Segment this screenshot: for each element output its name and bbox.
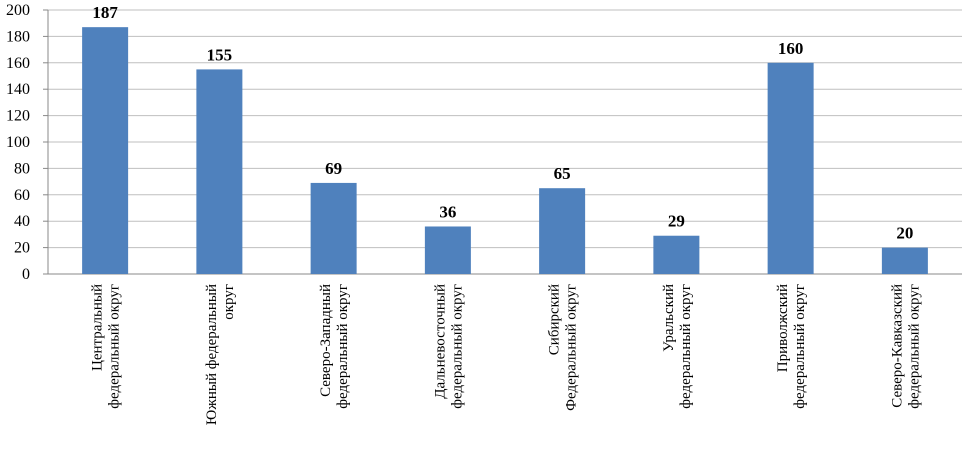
y-tick-label: 40 (14, 213, 30, 230)
x-tick-label: Южный федеральныйокруг (204, 284, 237, 425)
bar (310, 182, 357, 274)
x-tick-label: Центральныйфедеральный округ (90, 284, 123, 409)
value-label: 187 (92, 3, 118, 22)
bar (424, 226, 471, 274)
y-tick-label: 20 (14, 240, 30, 257)
x-tick-label: Северо-Кавказскийфедеральный округ (889, 284, 922, 409)
bar (653, 235, 700, 274)
value-label: 65 (554, 164, 571, 183)
y-tick-label: 100 (6, 134, 30, 151)
y-tick-label: 0 (22, 266, 30, 283)
y-tick-label: 120 (6, 108, 30, 125)
x-tick-label: Северо-Западныйфедеральный округ (318, 284, 351, 409)
bar (881, 247, 928, 274)
y-tick-label: 80 (14, 160, 30, 177)
y-tick-label: 200 (6, 2, 30, 19)
value-label: 20 (896, 224, 913, 243)
y-tick-label: 140 (6, 81, 30, 98)
x-tick-label: СибирскийФедеральный округ (547, 284, 580, 411)
x-tick-label: Приволжскийфедеральный округ (775, 284, 808, 409)
value-label: 29 (668, 212, 685, 231)
value-label: 160 (778, 39, 804, 58)
y-tick-label: 160 (6, 55, 30, 72)
value-label: 155 (207, 45, 233, 64)
value-label: 69 (325, 159, 342, 178)
bar (196, 69, 243, 275)
bar (539, 188, 586, 274)
y-tick-label: 60 (14, 187, 30, 204)
x-tick-label: Уральскийфедеральный округ (661, 284, 694, 409)
y-tick-label: 180 (6, 28, 30, 45)
bar (82, 27, 129, 274)
x-tick-label: Дальневосточныйфедеральный округ (432, 284, 465, 409)
value-label: 36 (439, 202, 456, 221)
bar (767, 62, 814, 274)
